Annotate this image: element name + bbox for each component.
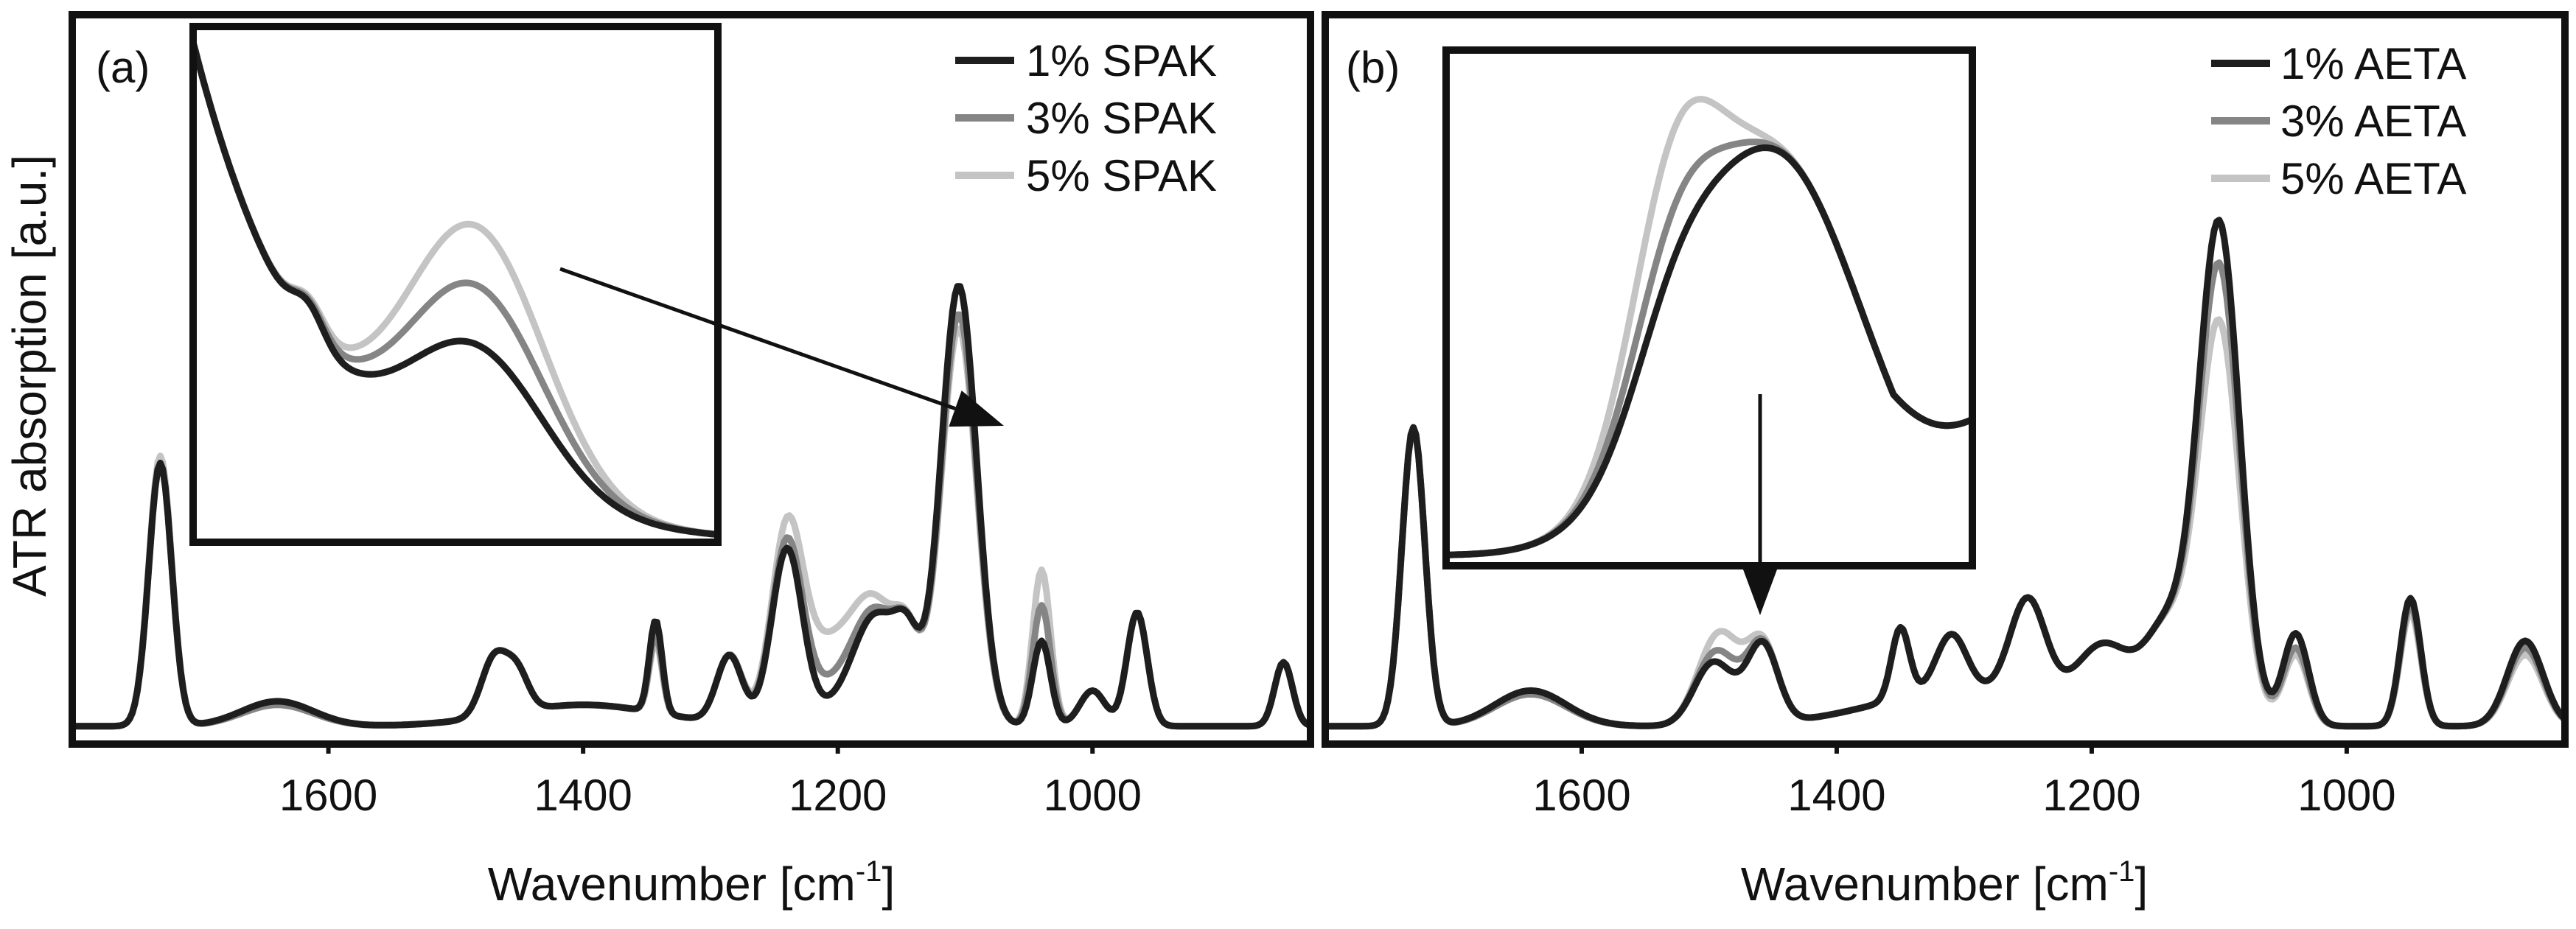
legend-label-1-aeta: 1% AETA	[2280, 39, 2466, 88]
panel-b-inset-series-1-line	[1446, 144, 1972, 558]
panel-a-curves	[73, 283, 1310, 730]
panel-b-arrow	[1741, 394, 1779, 615]
panel-a-tick-label-1200: 1200	[789, 771, 887, 820]
panel-b-tick-label-1200: 1200	[2042, 771, 2140, 820]
panel-a-arrow	[559, 267, 1004, 427]
panel-b-curves	[1326, 217, 2566, 730]
panel-a-inset-frame	[189, 23, 722, 546]
legend-label-1-spak: 1% SPAK	[1026, 36, 1217, 85]
y-axis-label: ATR absorption [a.u.]	[3, 155, 56, 597]
panel-a-inset-series-1-line	[193, 41, 718, 539]
panel-b-tick-label-1400: 1400	[1787, 771, 1885, 820]
panel-b-frame	[1322, 11, 2569, 748]
panel-b-inset	[1442, 46, 1976, 615]
panel-a-x-axis-label: Wavenumber [cm-1]	[488, 855, 895, 911]
panel-a-legend: 1% SPAK 3% SPAK 5% SPAK	[955, 36, 1217, 200]
legend-label-3-aeta: 3% AETA	[2280, 97, 2466, 146]
panel-a-tick-label-1400: 1400	[534, 771, 632, 820]
legend-label-5-spak: 5% SPAK	[1026, 151, 1217, 200]
panel-b-x-axis-label: Wavenumber [cm-1]	[1741, 855, 2148, 911]
panel-a-frame	[69, 11, 1314, 748]
panel-b-inset-frame	[1442, 46, 1976, 569]
legend-label-5-aeta: 5% AETA	[2280, 154, 2466, 203]
panel-b-tick-label-1600: 1600	[1532, 771, 1630, 820]
panel-a-tick-label-1600: 1600	[279, 771, 377, 820]
panel-a: (a) 1600 1400 1200 1000 Wavenumber [cm-1] 1…	[69, 11, 1314, 911]
panel-b: (b) 1600 1400 1200 1000 Wavenumber [cm-1] 1…	[1322, 11, 2569, 911]
panel-a-inset	[189, 23, 1004, 546]
panel-a-label: (a)	[96, 43, 150, 92]
panel-b-tick-label-1000: 1000	[2297, 771, 2395, 820]
panel-b-x-ticks: 1600 1400 1200 1000	[1532, 740, 2396, 820]
panel-b-series-1-line	[1326, 217, 2566, 730]
panel-b-label: (b)	[1346, 43, 1400, 92]
panel-b-inset-background	[1446, 50, 1972, 566]
panel-a-tick-label-1000: 1000	[1044, 771, 1142, 820]
panel-a-x-ticks: 1600 1400 1200 1000	[279, 740, 1142, 820]
panel-a-series-1-line	[73, 283, 1310, 730]
panel-b-legend: 1% AETA 3% AETA 5% AETA	[2211, 39, 2466, 203]
legend-label-3-spak: 3% SPAK	[1026, 94, 1217, 143]
